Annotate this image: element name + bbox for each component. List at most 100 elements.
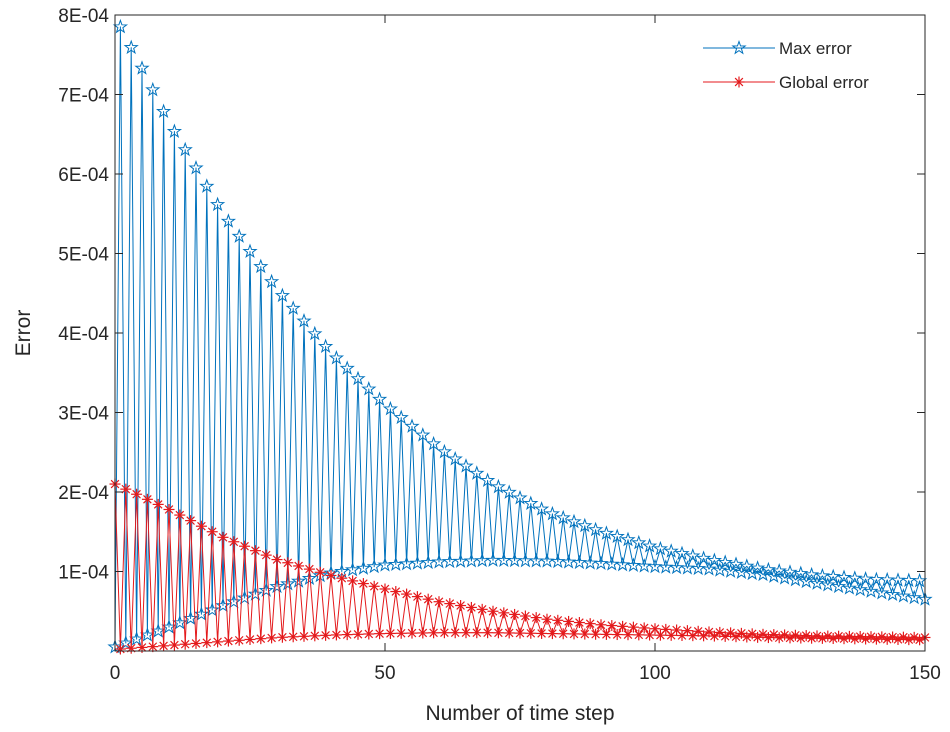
data-point-global-error	[644, 629, 656, 641]
data-point-global-error	[692, 625, 704, 637]
data-point-global-error	[563, 615, 575, 627]
data-point-global-error	[141, 493, 153, 505]
data-point-max-error	[787, 571, 804, 587]
y-tick-label: 3E-04	[58, 404, 109, 425]
data-point-global-error	[395, 627, 407, 639]
data-point-global-error	[660, 623, 672, 635]
data-point-global-error	[708, 630, 720, 642]
data-point-max-error	[469, 465, 485, 480]
data-point-max-error	[571, 554, 588, 570]
data-point-max-error	[479, 472, 496, 487]
data-point-max-error	[604, 556, 620, 571]
data-point-max-error	[668, 559, 685, 575]
data-point-max-error	[290, 573, 307, 588]
data-point-global-error	[519, 610, 531, 622]
data-point-max-error	[371, 391, 388, 406]
data-point-max-error	[285, 300, 301, 315]
data-point-max-error	[582, 555, 598, 570]
data-point-max-error	[366, 558, 382, 574]
data-point-max-error	[641, 538, 658, 553]
data-point-max-error	[658, 559, 674, 574]
data-point-global-error	[147, 641, 159, 653]
data-point-max-error	[123, 39, 139, 55]
data-point-max-error	[685, 547, 701, 563]
data-point-global-error	[617, 620, 629, 632]
data-point-global-error	[168, 639, 180, 651]
data-point-max-error	[636, 558, 652, 573]
data-point-global-error	[233, 634, 245, 646]
data-point-max-error	[803, 566, 820, 582]
data-point-max-error	[134, 60, 150, 75]
data-point-max-error	[296, 313, 312, 328]
data-point-max-error	[701, 561, 717, 576]
x-tick-label: 0	[110, 663, 121, 684]
data-point-max-error	[690, 560, 706, 576]
data-point-global-error	[330, 629, 342, 641]
data-point-global-error	[633, 629, 645, 641]
data-point-max-error	[577, 517, 593, 533]
data-point-max-error	[258, 582, 274, 597]
data-point-global-error	[158, 640, 170, 652]
data-point-max-error	[814, 567, 831, 583]
x-tick-label: 100	[639, 663, 671, 684]
data-point-max-error	[269, 578, 285, 594]
data-point-max-error	[631, 534, 647, 550]
data-point-max-error	[280, 575, 296, 591]
data-point-global-error	[525, 627, 537, 639]
data-point-global-error	[606, 620, 618, 632]
data-point-max-error	[317, 338, 334, 353]
data-point-global-error	[471, 627, 483, 639]
data-point-global-error	[498, 607, 510, 619]
y-tick-label: 1E-04	[58, 563, 109, 584]
data-point-global-error	[152, 498, 164, 510]
data-point-max-error	[776, 570, 793, 585]
data-point-global-error	[487, 605, 499, 617]
data-point-max-error	[836, 569, 852, 584]
data-point-max-error	[830, 578, 847, 594]
data-point-global-error	[482, 627, 494, 639]
data-point-global-error	[206, 526, 218, 538]
data-point-max-error	[523, 495, 539, 511]
data-point-global-error	[741, 631, 753, 643]
data-point-global-error	[185, 515, 197, 527]
data-point-global-error	[762, 632, 774, 644]
data-point-global-error	[303, 563, 315, 575]
data-point-global-error	[125, 642, 137, 654]
series-line-max-error	[114, 26, 926, 648]
data-point-max-error	[566, 513, 582, 529]
data-point-max-error	[863, 583, 879, 598]
data-point-max-error	[539, 553, 555, 568]
data-point-global-error	[276, 631, 288, 643]
legend: Max error Global error	[703, 39, 869, 92]
data-point-global-error	[552, 614, 564, 626]
x-axis-label: Number of time step	[425, 702, 614, 725]
data-point-global-error	[287, 631, 299, 643]
data-point-global-error	[228, 536, 240, 548]
data-point-max-error	[852, 581, 868, 597]
data-point-global-error	[222, 635, 234, 647]
data-point-max-error	[361, 381, 377, 396]
data-point-max-error	[339, 360, 355, 375]
data-point-max-error	[236, 590, 253, 605]
y-tick-label: 8E-04	[58, 6, 109, 27]
data-point-global-error	[476, 603, 488, 615]
data-point-max-error	[652, 540, 669, 556]
data-point-global-error	[336, 572, 348, 584]
data-point-max-error	[717, 554, 733, 569]
data-point-global-error	[249, 545, 261, 557]
data-point-max-error	[274, 287, 291, 303]
data-point-max-error	[895, 588, 912, 603]
data-point-global-error	[131, 488, 143, 500]
data-point-max-error	[598, 525, 615, 540]
data-point-max-error	[404, 418, 420, 433]
data-point-global-error	[320, 629, 332, 641]
data-point-global-error	[536, 627, 548, 639]
data-point-max-error	[550, 553, 566, 569]
series-max-error	[107, 18, 933, 654]
data-point-global-error	[401, 588, 413, 600]
data-point-global-error	[363, 628, 375, 640]
legend-label-max-error: Max error	[779, 39, 852, 58]
data-point-global-error	[195, 520, 207, 532]
data-point-global-error	[827, 633, 839, 645]
data-point-max-error	[247, 586, 264, 601]
